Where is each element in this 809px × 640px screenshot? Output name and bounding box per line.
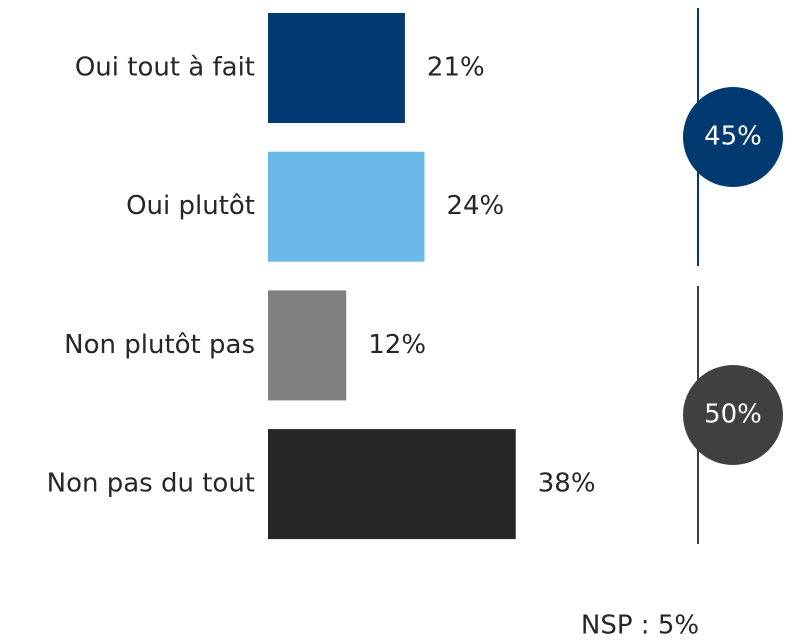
bar xyxy=(268,429,516,540)
group-label: 50% xyxy=(704,400,762,430)
group-label: 45% xyxy=(704,122,762,152)
group-circle xyxy=(683,365,783,465)
value-label: 12% xyxy=(368,330,426,360)
value-label: 21% xyxy=(427,53,485,83)
bar xyxy=(268,151,425,262)
group-circle xyxy=(683,87,783,187)
category-label: Non plutôt pas xyxy=(64,330,255,360)
category-label: Oui plutôt xyxy=(126,191,255,221)
note: NSP : 5% xyxy=(581,611,699,640)
category-label: Non pas du tout xyxy=(47,469,255,499)
bar xyxy=(268,13,405,123)
value-label: 24% xyxy=(446,191,504,221)
bar xyxy=(268,290,347,401)
value-label: 38% xyxy=(538,469,596,499)
category-label: Oui tout à fait xyxy=(75,53,255,83)
